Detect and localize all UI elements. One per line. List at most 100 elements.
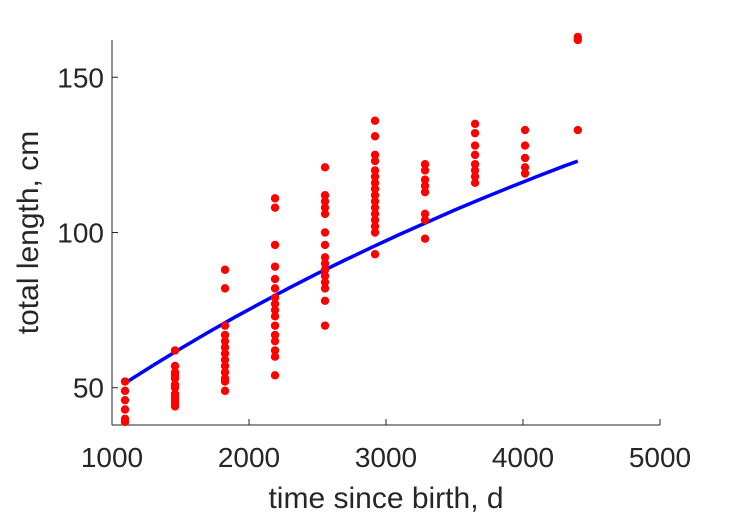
data-point [320, 296, 330, 306]
data-point [470, 141, 480, 150]
data-point [320, 209, 330, 219]
data-point [170, 374, 180, 383]
data-point [270, 299, 280, 309]
y-tick-label: 100 [57, 218, 104, 249]
data-point [170, 383, 180, 392]
data-point [370, 166, 380, 175]
data-point [320, 271, 330, 281]
data-point [220, 386, 230, 396]
data-point [370, 215, 380, 225]
data-point [520, 163, 530, 172]
data-point [320, 265, 330, 274]
y-axis-label: total length, cm [12, 131, 45, 334]
data-point [470, 166, 480, 175]
data-point [220, 321, 230, 330]
data-point [370, 228, 380, 237]
data-point [470, 128, 480, 138]
data-point [320, 253, 330, 262]
x-tick-label: 1000 [81, 442, 143, 473]
data-point [220, 377, 230, 386]
data-point [320, 284, 330, 293]
data-point [370, 250, 380, 259]
data-point [420, 175, 430, 184]
data-point [370, 150, 380, 160]
data-point [270, 352, 280, 361]
data-point [270, 284, 280, 293]
data-point [270, 346, 280, 355]
data-point [320, 321, 330, 330]
x-tick-label: 5000 [629, 442, 691, 473]
data-point [220, 284, 230, 293]
data-point [520, 169, 530, 178]
data-point [370, 156, 380, 166]
data-point [270, 194, 280, 203]
data-point [470, 150, 480, 160]
data-point [420, 166, 430, 175]
data-point [220, 336, 230, 346]
data-point [470, 119, 480, 129]
data-point [370, 172, 380, 181]
series-layer [120, 32, 582, 427]
data-point [120, 405, 130, 414]
data-point [320, 163, 330, 172]
axes [111, 40, 660, 426]
data-point [270, 274, 280, 284]
data-point [370, 184, 380, 194]
data-point [370, 209, 380, 219]
data-point [470, 178, 480, 188]
data-point [520, 125, 530, 135]
data-point [120, 377, 130, 386]
data-point [320, 277, 330, 287]
data-point [220, 368, 230, 377]
y-tick-label: 50 [73, 373, 104, 404]
data-point [370, 191, 380, 200]
data-point [270, 240, 280, 250]
data-point [170, 361, 180, 371]
data-point [220, 265, 230, 274]
data-point [270, 330, 280, 340]
data-point [220, 355, 230, 364]
data-point [270, 305, 280, 315]
y-tick-label: 150 [57, 62, 104, 93]
data-point [470, 172, 480, 181]
data-point [420, 187, 430, 197]
data-point [320, 240, 330, 250]
data-point [420, 209, 430, 219]
data-point [270, 312, 280, 321]
data-point [420, 234, 430, 243]
data-point [420, 181, 430, 191]
data-point [270, 371, 280, 380]
data-point [220, 349, 230, 358]
data-point [470, 159, 480, 169]
data-point [320, 197, 330, 206]
x-tick-label: 2000 [218, 442, 280, 473]
data-point [120, 395, 130, 405]
data-point [520, 153, 530, 163]
data-point [370, 178, 380, 188]
data-point [270, 321, 280, 330]
data-point [370, 222, 380, 231]
data-point [320, 191, 330, 200]
data-point [420, 215, 430, 225]
data-point [320, 203, 330, 212]
data-point [520, 141, 530, 150]
data-point [420, 159, 430, 169]
data-point [320, 259, 330, 268]
data-point [573, 35, 582, 45]
x-axis-label: time since birth, d [268, 482, 503, 515]
data-point [370, 116, 380, 125]
data-point [170, 402, 180, 411]
data-point [270, 336, 280, 346]
data-point [573, 125, 582, 135]
x-tick-label: 3000 [355, 442, 417, 473]
data-point [370, 203, 380, 212]
data-point [120, 417, 130, 427]
data-point [370, 132, 380, 141]
data-point [220, 330, 230, 340]
data-point [220, 361, 230, 371]
data-point [170, 346, 180, 355]
data-point [370, 197, 380, 206]
data-point [320, 228, 330, 237]
fit-curve-line [124, 159, 579, 385]
